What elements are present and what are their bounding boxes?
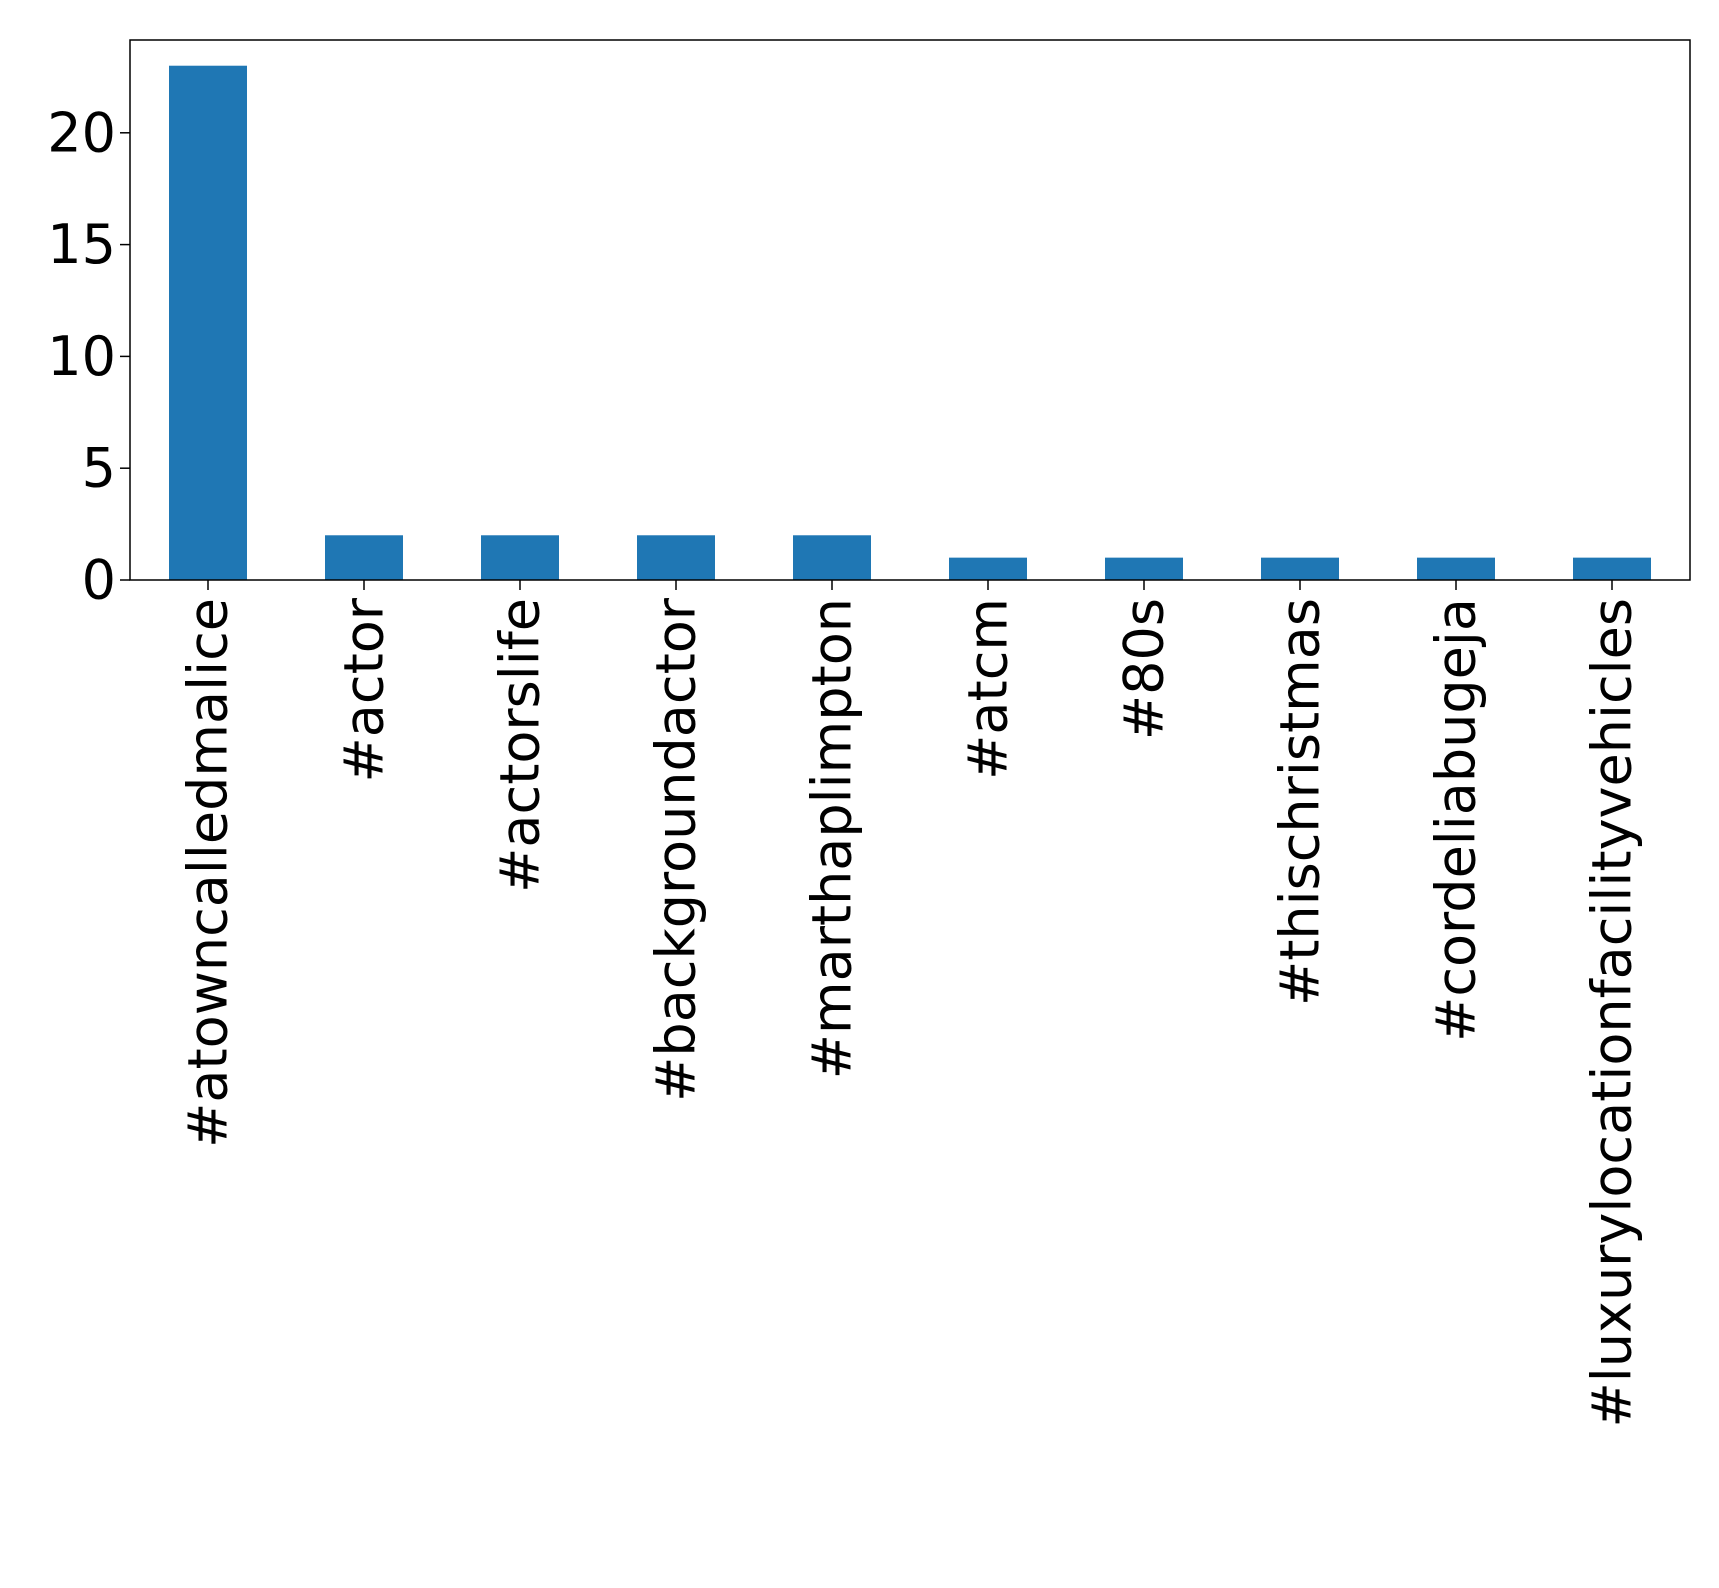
x-tick-label: #backgroundactor [645,597,708,1102]
y-tick-label: 0 [82,549,116,612]
bar-atowncalledmalice [169,65,247,580]
bar-luxurylocationfacilityvehicles [1573,557,1651,580]
x-tick-label: #actor [333,597,396,782]
y-axis: 0 5 10 15 20 [47,101,130,612]
x-tick-label: #thischristmas [1269,598,1332,1006]
bar-thischristmas [1261,557,1339,580]
bar-backgroundactor [637,535,715,580]
bar-marthaplimpton [793,535,871,580]
x-tick-label: #atowncalledmalice [177,598,240,1148]
plot-frame [129,39,1691,581]
x-tick-label: #80s [1113,598,1176,740]
y-tick-label: 10 [47,325,116,388]
x-axis: #atowncalledmalice #actor #actorslife #back… [177,580,1644,1427]
bar-actor [325,535,403,580]
bar-atcm [949,557,1027,580]
x-tick-label: #marthaplimpton [801,598,864,1079]
y-tick-label: 5 [82,437,116,500]
x-tick-label: #actorslife [489,598,552,893]
y-tick-label: 15 [47,213,116,276]
y-tick-label: 20 [47,101,116,164]
x-tick-label: #cordeliabugeja [1425,598,1488,1042]
bars-group [169,65,1651,580]
x-tick-label: #luxurylocationfacilityvehicles [1581,598,1644,1427]
bar-actorslife [481,535,559,580]
x-tick-label: #atcm [957,598,1020,780]
bar-cordeliabugeja [1417,557,1495,580]
bar-80s [1105,557,1183,580]
